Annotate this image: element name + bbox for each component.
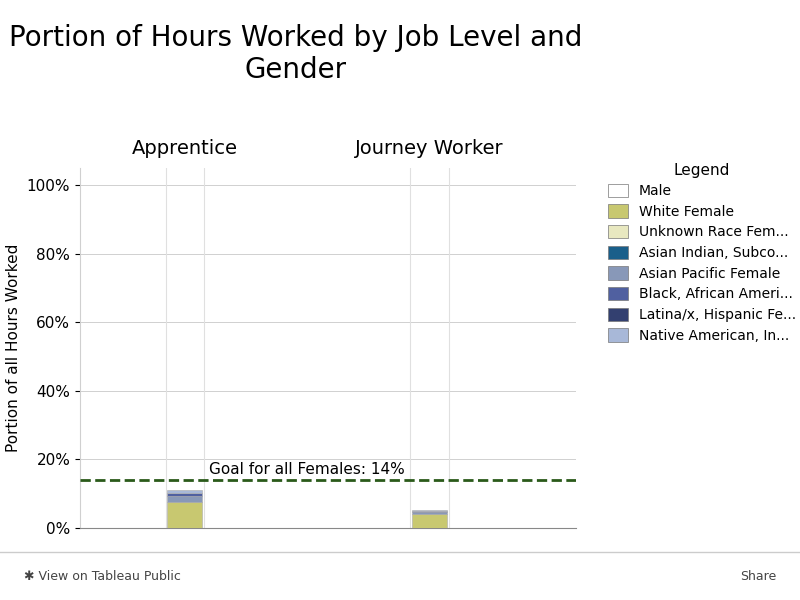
- Bar: [412, 510, 447, 511]
- Bar: [167, 493, 202, 496]
- Bar: [167, 490, 202, 493]
- Text: Goal for all Females: 14%: Goal for all Females: 14%: [209, 462, 405, 477]
- Legend: Male, White Female, Unknown Race Fem..., Asian Indian, Subco..., Asian Pacific F: Male, White Female, Unknown Race Fem...,…: [602, 157, 800, 348]
- Text: Portion of Hours Worked by Job Level and
Gender: Portion of Hours Worked by Job Level and…: [10, 24, 582, 85]
- Y-axis label: Portion of all Hours Worked: Portion of all Hours Worked: [6, 244, 22, 452]
- Bar: [167, 502, 202, 528]
- Bar: [167, 496, 202, 502]
- Bar: [412, 514, 447, 528]
- Bar: [412, 511, 447, 512]
- Text: Share: Share: [740, 569, 776, 583]
- Bar: [412, 512, 447, 514]
- Text: ✱ View on Tableau Public: ✱ View on Tableau Public: [24, 569, 181, 583]
